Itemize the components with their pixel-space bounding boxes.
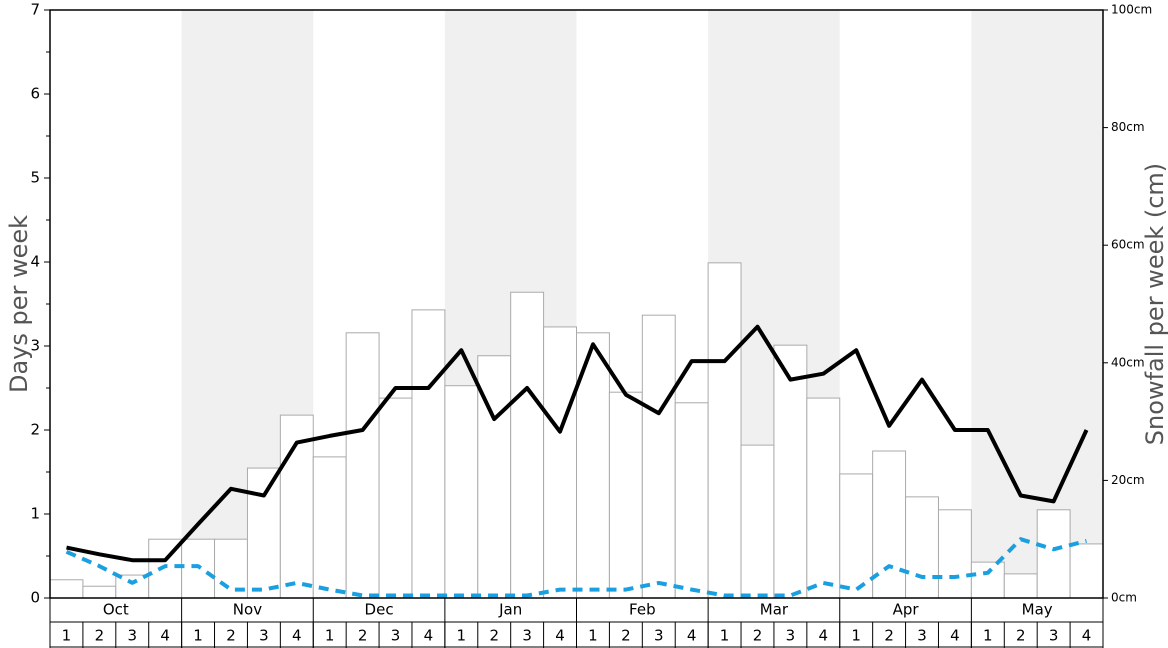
bar: [543, 326, 577, 599]
bar: [1003, 573, 1038, 599]
month-label: Apr: [893, 601, 920, 619]
week-label: 4: [687, 627, 697, 645]
y-tick-label: 7: [30, 1, 40, 19]
week-label: 2: [1016, 627, 1026, 645]
bar: [246, 467, 281, 599]
week-label: 1: [193, 627, 203, 645]
week-label: 3: [1049, 627, 1059, 645]
y-tick-label: 5: [30, 169, 40, 187]
y-tick-label: 0: [30, 589, 40, 607]
week-label: 1: [457, 627, 467, 645]
week-label: 4: [1082, 627, 1092, 645]
bar: [905, 496, 939, 599]
week-label: 3: [127, 627, 137, 645]
line: [66, 324, 1089, 563]
y2-tick-label: 40cm: [1111, 355, 1145, 369]
y-axis-title: Days per week: [5, 215, 33, 393]
month-label: Jan: [498, 601, 522, 619]
y2-tick-label: 60cm: [1111, 238, 1145, 252]
bar: [773, 344, 808, 599]
dashed-line: [65, 537, 1087, 598]
bar: [345, 332, 380, 599]
bar: [1069, 543, 1104, 599]
week-label: 1: [62, 627, 72, 645]
week-label: 4: [950, 627, 960, 645]
bar: [1036, 509, 1071, 599]
y2-tick-label: 80cm: [1111, 120, 1145, 134]
week-label: 1: [851, 627, 861, 645]
week-label: 2: [226, 627, 236, 645]
bar: [970, 561, 1005, 599]
bar: [740, 444, 775, 599]
week-label: 4: [555, 627, 565, 645]
week-label: 4: [424, 627, 434, 645]
bar: [641, 314, 676, 599]
month-label: Dec: [365, 601, 394, 619]
y-tick-label: 4: [30, 253, 40, 271]
bar: [312, 456, 347, 599]
y-tick-label: 1: [30, 505, 40, 523]
bar: [806, 397, 841, 599]
week-label: 3: [259, 627, 269, 645]
week-label: 1: [720, 627, 730, 645]
week-label: 1: [325, 627, 335, 645]
bar: [378, 397, 413, 599]
week-label: 3: [917, 627, 927, 645]
y-tick-label: 3: [30, 337, 40, 355]
week-label: 4: [819, 627, 829, 645]
month-label: May: [1022, 601, 1053, 619]
week-label: 1: [983, 627, 993, 645]
y2-tick-label: 100cm: [1111, 3, 1152, 17]
bar: [181, 538, 216, 599]
month-label: Oct: [103, 601, 129, 619]
week-label: 1: [588, 627, 598, 645]
bar: [49, 579, 84, 599]
week-label: 3: [786, 627, 796, 645]
month-label: Feb: [629, 601, 656, 619]
week-label: 2: [358, 627, 368, 645]
week-label: 2: [753, 627, 763, 645]
month-label: Nov: [233, 601, 262, 619]
week-label: 2: [489, 627, 499, 645]
bar: [937, 509, 972, 599]
week-label: 4: [160, 627, 170, 645]
y-tick-label: 6: [30, 85, 40, 103]
bar: [608, 391, 643, 599]
week-label: 3: [391, 627, 401, 645]
y2-tick-label: 20cm: [1111, 473, 1145, 487]
bar: [510, 291, 545, 599]
y-tick-label: 2: [30, 421, 40, 439]
bar: [707, 262, 742, 599]
month-label: Mar: [760, 601, 789, 619]
week-label: 2: [621, 627, 631, 645]
y2-tick-label: 0cm: [1111, 591, 1137, 605]
bar: [674, 402, 709, 599]
y2-axis-title: Snowfall per week (cm): [1141, 163, 1168, 445]
bar: [82, 585, 117, 599]
bar: [444, 385, 479, 599]
week-label: 3: [522, 627, 532, 645]
bar: [411, 309, 446, 599]
week-label: 4: [292, 627, 302, 645]
bar: [839, 473, 874, 599]
week-label: 3: [654, 627, 664, 645]
week-label: 2: [95, 627, 105, 645]
week-label: 2: [884, 627, 894, 645]
